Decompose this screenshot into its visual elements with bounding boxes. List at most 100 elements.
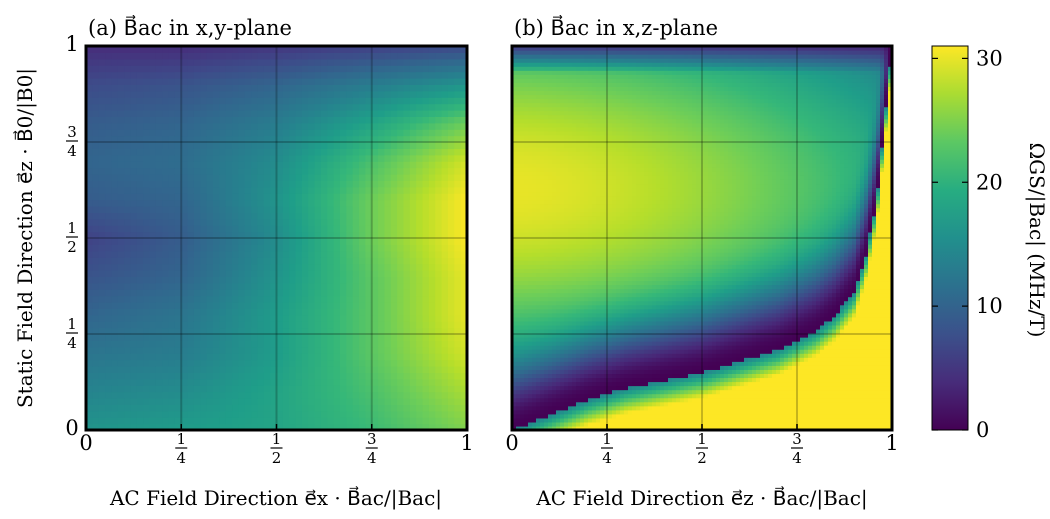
heat-cell-b — [528, 369, 533, 375]
heat-cell-a — [200, 71, 208, 79]
heat-cell-b — [536, 308, 541, 314]
heat-cell-b — [548, 401, 553, 407]
heat-cell-a — [98, 417, 106, 425]
heat-cell-b — [540, 393, 545, 399]
heat-cell-a — [124, 161, 132, 169]
heat-cell-a — [181, 199, 189, 207]
heat-cell-b — [548, 211, 553, 217]
heat-cell-a — [359, 148, 366, 156]
heat-cell-b — [516, 155, 521, 160]
heat-cell-b — [532, 328, 537, 334]
heat-cell-b — [536, 332, 541, 338]
heat-cell-a — [155, 302, 163, 309]
heat-cell-a — [187, 218, 195, 226]
heat-cell-a — [460, 410, 467, 418]
heat-cell-a — [86, 417, 93, 425]
heat-cell-a — [124, 154, 132, 162]
heat-cell-a — [416, 193, 424, 201]
heat-cell-b — [528, 151, 533, 156]
heat-cell-a — [92, 359, 100, 367]
heat-cell-b — [556, 50, 561, 55]
heat-cell-a — [340, 423, 347, 430]
heat-cell-b — [548, 421, 553, 427]
heat-cell-a — [162, 231, 170, 239]
heat-cell-a — [301, 167, 309, 175]
heat-cell-a — [174, 97, 182, 105]
heat-cell-b — [520, 284, 525, 290]
heat-cell-a — [181, 398, 189, 405]
heat-cell-a — [371, 212, 379, 220]
heat-cell-a — [105, 263, 112, 271]
heat-cell-a — [86, 52, 93, 60]
heat-cell-a — [422, 410, 430, 418]
heat-cell-b — [536, 106, 541, 112]
heat-cell-b — [564, 341, 569, 346]
heat-cell-a — [238, 391, 246, 399]
heat-cell-b — [556, 195, 561, 201]
heat-cell-b — [532, 312, 537, 318]
heat-cell-a — [359, 276, 366, 284]
heat-cell-a — [289, 346, 297, 354]
heat-cell-b — [516, 308, 521, 314]
heat-cell-a — [244, 398, 252, 405]
heat-cell-a — [320, 270, 328, 277]
heat-cell-a — [314, 167, 322, 175]
heat-cell-b — [528, 187, 533, 193]
heat-cell-a — [251, 372, 259, 380]
heat-cell-b — [560, 304, 565, 310]
heat-cell-a — [149, 270, 157, 277]
heat-cell-a — [447, 359, 455, 367]
heat-cell-b — [516, 349, 521, 354]
heat-cell-a — [340, 366, 347, 373]
heat-cell-a — [390, 231, 398, 239]
heat-cell-a — [270, 340, 278, 348]
heat-cell-a — [206, 417, 214, 425]
heat-cell-b — [512, 252, 517, 257]
heat-cell-a — [327, 52, 335, 60]
heat-cell-b — [560, 203, 565, 209]
heat-cell-a — [282, 410, 290, 418]
heat-cell-b — [532, 138, 537, 144]
heat-cell-a — [422, 423, 430, 430]
heat-cell-a — [340, 231, 347, 239]
heat-cell-b — [548, 320, 553, 326]
heat-cell-b — [556, 203, 561, 209]
heat-cell-b — [520, 341, 525, 346]
heat-cell-a — [263, 65, 271, 73]
heat-cell-a — [276, 199, 284, 207]
heat-cell-a — [397, 385, 405, 393]
heat-cell-a — [105, 103, 112, 111]
heat-cell-a — [130, 231, 138, 239]
heat-cell-a — [193, 321, 201, 329]
heat-cell-a — [454, 289, 462, 297]
heat-cell-a — [441, 334, 449, 341]
heat-cell-a — [289, 206, 297, 213]
heat-cell-b — [524, 199, 529, 205]
heat-cell-a — [143, 410, 151, 418]
heat-cell-a — [270, 385, 278, 393]
heat-cell-a — [213, 308, 220, 316]
heat-cell-b — [516, 179, 521, 185]
heat-cell-a — [200, 218, 208, 226]
heat-cell-a — [422, 346, 430, 354]
heat-cell-a — [295, 186, 303, 194]
heat-cell-b — [520, 163, 525, 168]
heat-cell-b — [564, 401, 569, 407]
heat-cell-b — [552, 58, 557, 63]
heat-cell-a — [346, 295, 354, 303]
heat-cell-b — [520, 252, 525, 257]
heat-cell-a — [320, 52, 328, 60]
heat-cell-b — [524, 240, 529, 245]
heat-cell-a — [168, 282, 176, 290]
heat-cell-a — [454, 116, 462, 124]
heat-cell-a — [193, 225, 201, 233]
heat-cell-a — [213, 314, 220, 322]
heat-cell-b — [536, 244, 541, 249]
heat-cell-a — [378, 180, 386, 188]
heat-cell-a — [244, 353, 252, 361]
heat-cell-a — [320, 65, 328, 73]
heat-cell-a — [327, 410, 335, 418]
heat-cell-a — [409, 295, 417, 303]
heat-cell-b — [568, 369, 573, 375]
heat-cell-a — [403, 238, 411, 245]
